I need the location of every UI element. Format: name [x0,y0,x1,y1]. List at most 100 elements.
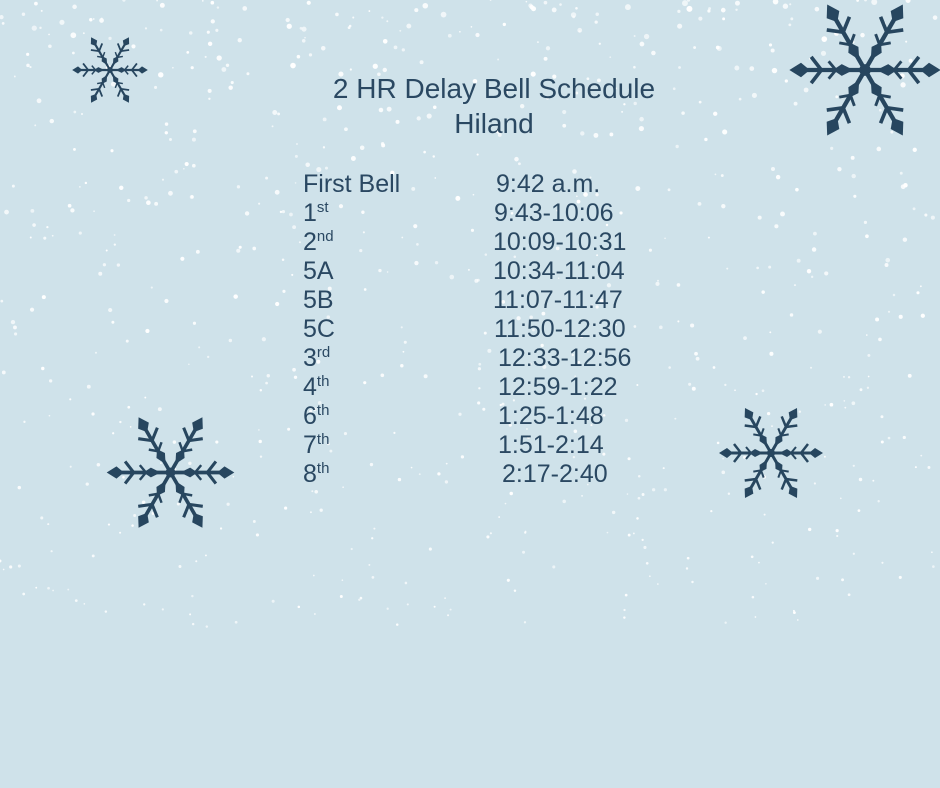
snow-dot [656,279,660,282]
snow-dot [864,0,867,2]
snow-dot [871,0,878,5]
snow-dot [637,496,641,500]
snow-dot [677,9,681,14]
snow-dot [70,32,77,39]
snow-dot [596,254,599,257]
snow-dot [272,110,278,115]
snow-dot [513,255,517,258]
snow-dot [572,456,576,459]
snow-dot [322,117,327,122]
snow-dot [830,146,834,150]
snow-dot [208,97,211,101]
snow-dot [393,431,396,434]
snow-dot [287,427,291,431]
snow-dot [14,332,18,336]
snow-dot [0,299,4,303]
snow-dot [486,535,490,539]
snow-dot [662,467,665,470]
snow-dot [522,550,526,554]
snow-dot [842,375,846,378]
snow-dot [226,502,230,506]
snow-dot [386,607,389,610]
snow-dot [206,30,210,34]
snow-dot [720,174,724,177]
snow-dot [867,375,870,378]
snow-dot [423,374,428,379]
snow-dot [113,234,116,236]
snow-dot [872,479,875,482]
snow-dot [850,155,855,160]
snow-dot [796,258,801,263]
snow-dot [397,477,402,482]
snowflake-icon [712,398,830,508]
schedule-row: First Bell 9:42 a.m. [303,170,703,199]
snow-dot [141,500,146,505]
snow-dot [628,88,631,91]
snow-dot [892,293,896,297]
snow-dot [107,523,111,526]
snow-dot [583,192,588,197]
snow-dot [734,0,740,6]
snow-dot [851,173,856,179]
snow-dot [633,35,636,37]
snow-dot [899,171,903,175]
snow-dot [667,188,671,192]
snow-dot [503,89,509,95]
snow-dot [51,234,54,237]
snow-dot [624,418,629,423]
snow-dot [21,12,26,16]
snow-dot [265,381,268,385]
snow-dot [792,611,796,615]
period-name: 8 [303,460,317,488]
period-name: 5A [303,257,334,285]
snow-dot [110,81,116,87]
snow-dot [641,492,645,496]
snow-dot [277,112,281,116]
snow-dot [228,85,233,90]
schedule-row: 5B 11:07-11:47 [303,286,703,315]
snow-dot [905,40,908,43]
snow-dot [755,392,758,396]
snow-dot [261,337,266,342]
snow-dot [853,194,857,198]
snow-dot [400,326,403,329]
snow-dot [195,249,200,254]
snow-dot [817,329,822,334]
snow-dot [571,353,575,357]
snow-dot [734,389,736,392]
snow-dot [316,166,322,173]
snow-dot [192,129,197,134]
snow-dot [386,106,392,112]
snow-dot [131,44,136,49]
snow-dot [306,0,311,5]
snow-dot [865,334,868,336]
snow-dot [423,150,426,154]
snow-dot [860,32,865,38]
snow-dot [110,149,114,153]
snow-dot [172,440,177,444]
schedule-row: 4th 12:59-1:22 [303,373,703,402]
snow-dot [178,565,182,569]
snow-dot [643,33,650,40]
snow-dot [651,488,656,492]
snow-dot [381,16,384,19]
snow-dot [807,527,812,532]
snow-dot [406,603,409,606]
snow-dot [89,18,93,22]
period-label: First Bell [303,170,400,199]
snow-dot [595,12,599,17]
snow-dot [835,528,839,533]
snow-dot [416,116,421,121]
snow-dot [887,310,891,313]
snow-dot [91,554,95,558]
snow-dot [641,538,644,542]
snow-dot [843,400,846,402]
snow-dot [328,297,331,301]
snow-dot [520,103,525,109]
snow-dot [651,50,656,56]
snow-dot [557,277,560,280]
snow-dot [602,452,606,456]
snow-dot [514,156,519,162]
period-name: 1 [303,199,317,227]
snow-dot [225,63,230,68]
